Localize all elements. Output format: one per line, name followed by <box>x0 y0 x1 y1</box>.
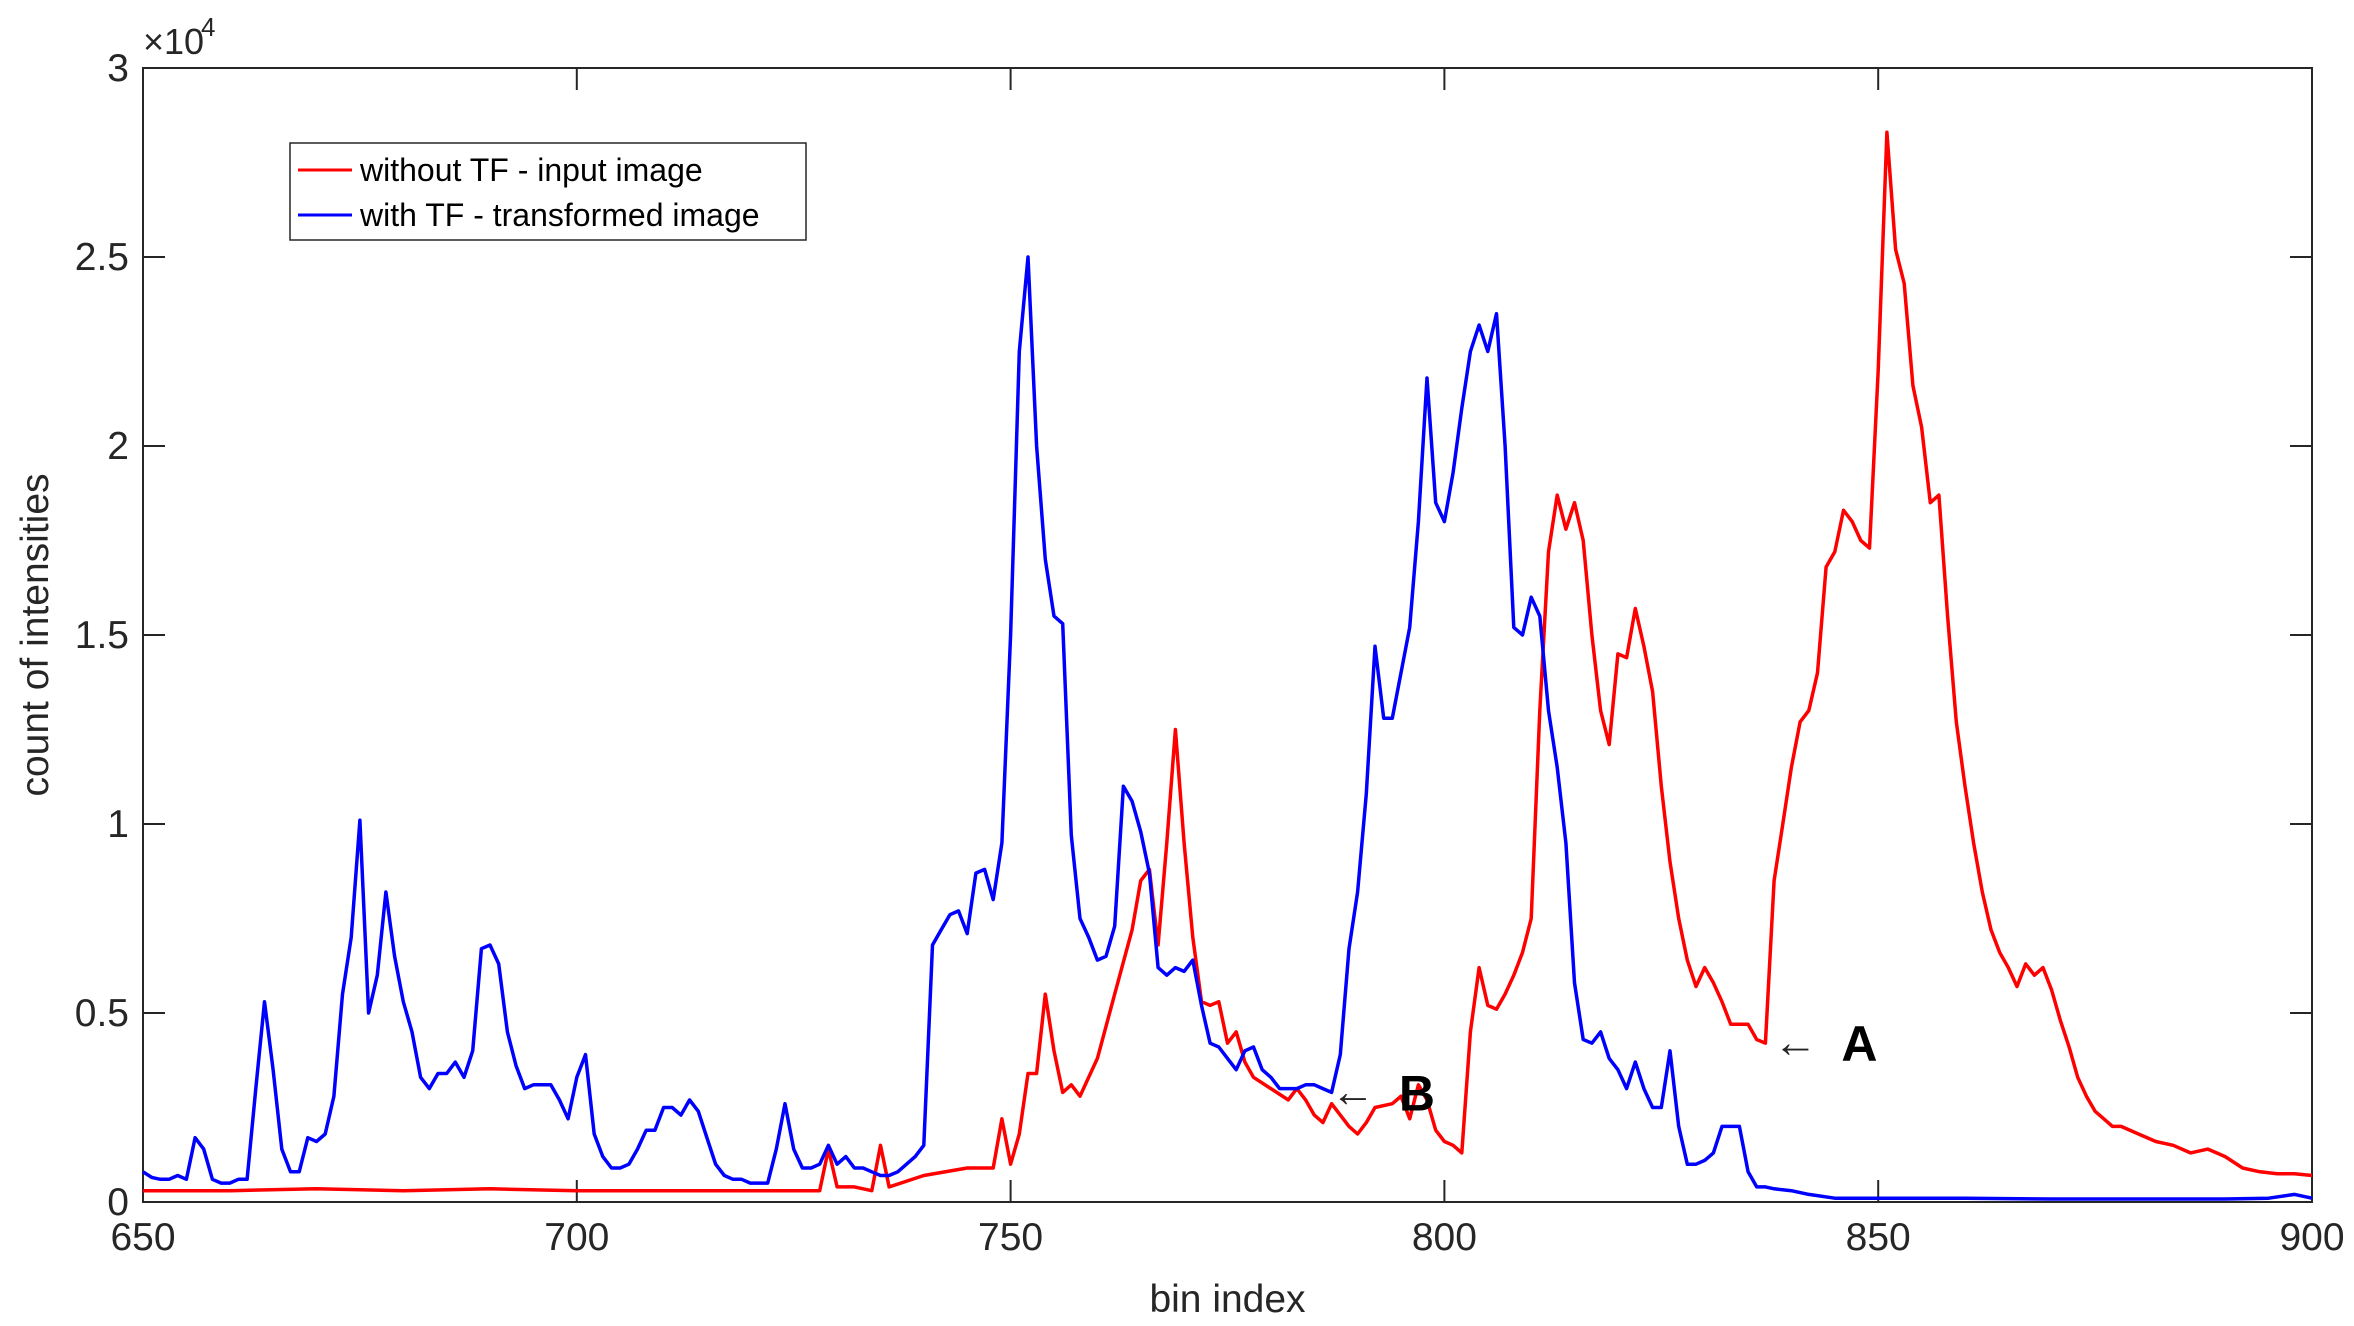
y-tick-label: 1.5 <box>75 614 129 657</box>
y-axis-label: count of intensities <box>14 473 57 796</box>
ticks: 650 700 750 800 850 900 0 0.5 1 1.5 2 2.5 3 <box>75 47 2345 1259</box>
x-tick-label: 800 <box>1412 1216 1477 1259</box>
x-axis-label: bin index <box>1149 1278 1306 1321</box>
y-tick-label: 0.5 <box>75 992 129 1035</box>
y-axis-exponent-base: ×10 <box>143 21 204 62</box>
series-layer <box>142 130 2313 1201</box>
y-axis-exponent: ×10 4 <box>143 12 215 62</box>
plot-area: 650 700 750 800 850 900 0 0.5 1 1.5 2 2.5 3 ← A ← B <box>75 47 2345 1259</box>
x-tick-label: 750 <box>978 1216 1043 1259</box>
annotations: ← A ← B <box>1331 1016 1878 1121</box>
annotation-label-a: A <box>1841 1016 1877 1072</box>
legend: without TF - input image with TF - trans… <box>289 142 807 241</box>
y-tick-label: 1 <box>107 803 129 846</box>
y-axis-exponent-power: 4 <box>201 12 215 42</box>
x-tick-label: 700 <box>544 1216 609 1259</box>
annotation-label-b: B <box>1399 1065 1435 1121</box>
legend-label-without-tf: without TF - input image <box>359 152 703 188</box>
annotation-arrow: ← <box>1773 1018 1817 1067</box>
legend-label-with-tf: with TF - transformed image <box>359 197 760 233</box>
y-tick-label: 2 <box>107 425 129 468</box>
x-tick-label: 900 <box>2279 1216 2344 1259</box>
legend-box <box>289 142 807 241</box>
series-line-without-tf <box>143 130 2313 1193</box>
y-tick-label: 3 <box>107 47 129 90</box>
annotation-arrow: ← <box>1331 1067 1375 1116</box>
x-tick-label: 650 <box>110 1216 175 1259</box>
x-tick-label: 850 <box>1846 1216 1911 1259</box>
y-tick-label: 0 <box>107 1181 129 1224</box>
series-line-with-tf <box>142 255 2313 1201</box>
y-tick-label: 2.5 <box>75 236 129 279</box>
